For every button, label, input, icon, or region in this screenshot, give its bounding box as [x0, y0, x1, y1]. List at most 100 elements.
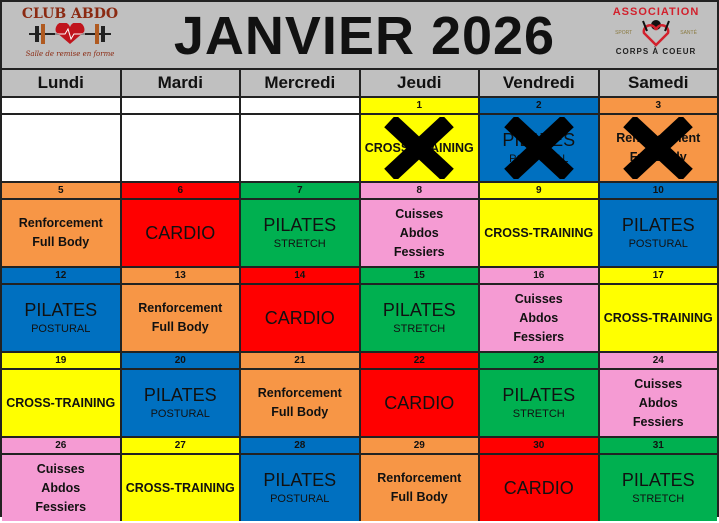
day-number: 28 [241, 438, 359, 453]
club-abdo-logo: CLUB ABDO Salle de remise en forme [14, 6, 126, 59]
session-label: Abdos [638, 395, 678, 410]
cancelled-x-icon [623, 117, 694, 179]
session-cell: CROSS-TRAINING [599, 285, 717, 351]
day-number: 10 [599, 183, 717, 198]
day-number: 21 [241, 353, 359, 368]
session-cell: CROSS-TRAINING [360, 115, 478, 181]
heart-person-icon [642, 20, 671, 47]
day-number: 22 [360, 353, 478, 368]
session-cell: Renforcement Full Body [121, 285, 239, 351]
session-label: Full Body [32, 235, 90, 249]
session-label: Fessiers [632, 414, 684, 429]
day-number: 2 [480, 98, 598, 113]
session-label: Renforcement [377, 471, 462, 485]
session-label: PILATES [621, 215, 695, 235]
session-cell: Renforcement Full Body [241, 370, 359, 436]
session-label: STRETCH [273, 238, 326, 250]
header: CLUB ABDO Salle de remise en forme JANVI… [2, 2, 717, 70]
day-number: 30 [480, 438, 598, 453]
session-cell: CARDIO [241, 285, 359, 351]
day-number [2, 98, 120, 113]
session-label: CROSS-TRAINING [484, 225, 594, 240]
session-cell: Renforcement Full Body [2, 200, 120, 266]
session-label: Renforcement [138, 301, 223, 315]
day-header: Samedi [599, 70, 717, 96]
session-cell: Cuisses Abdos Fessiers [360, 200, 478, 266]
session-cell: Cuisses Abdos Fessiers [599, 370, 717, 436]
weekday-header: Lundi Mardi Mercredi Jeudi Vendredi Same… [2, 70, 717, 98]
day-number: 17 [599, 268, 717, 283]
day-number: 8 [360, 183, 478, 198]
session-label: CARDIO [264, 308, 335, 328]
logo-top: ASSOCIATION [612, 6, 700, 18]
empty-cell [241, 115, 359, 181]
day-number: 1 [360, 98, 478, 113]
day-number: 29 [360, 438, 478, 453]
session-label: Cuisses [634, 376, 683, 391]
session-label: PILATES [621, 470, 695, 490]
session-label: Fessiers [35, 499, 87, 514]
empty-cell [121, 115, 239, 181]
session-label: CROSS-TRAINING [603, 310, 713, 325]
empty-cell [2, 115, 120, 181]
session-cell: PILATES STRETCH [599, 455, 717, 521]
session-label: Fessiers [393, 244, 445, 259]
week-row: 123 CROSS-TRAININGPILATESPOSTURALRenforce… [2, 98, 717, 181]
day-header: Mercredi [241, 70, 359, 96]
day-number: 9 [480, 183, 598, 198]
day-number [121, 98, 239, 113]
session-cell: PILATES STRETCH [360, 285, 478, 351]
session-label: PILATES [24, 300, 98, 320]
session-label: Cuisses [514, 291, 563, 306]
session-label: POSTURAL [270, 493, 330, 505]
day-number: 7 [241, 183, 359, 198]
session-cell: CARDIO [121, 200, 239, 266]
session-label: Abdos [519, 310, 559, 325]
day-number: 3 [599, 98, 717, 113]
session-label: Full Body [271, 405, 329, 419]
day-number: 27 [121, 438, 239, 453]
logo-name: CLUB ABDO [21, 6, 119, 22]
day-number: 15 [360, 268, 478, 283]
session-label: PILATES [263, 215, 337, 235]
session-label: Renforcement [18, 216, 103, 230]
session-cell: CARDIO [480, 455, 598, 521]
session-label: Full Body [390, 490, 448, 504]
day-number: 20 [121, 353, 239, 368]
logo-tag-right: SANTÉ [680, 30, 697, 36]
session-label: Renforcement [257, 386, 342, 400]
session-cell: Cuisses Abdos Fessiers [480, 285, 598, 351]
session-label: CARDIO [145, 223, 216, 243]
dumbbell-heart-icon [29, 22, 111, 44]
page-title: JANVIER 2026 [173, 6, 556, 66]
day-header: Lundi [2, 70, 120, 96]
week-row: 12 13 14 15 16 17 PILATES POSTURAL Renforcement F… [2, 268, 717, 351]
session-label: Cuisses [36, 461, 85, 476]
session-cell: PILATES STRETCH [480, 370, 598, 436]
session-cell: CROSS-TRAINING [480, 200, 598, 266]
session-label: CROSS-TRAINING [125, 480, 235, 495]
session-label: PILATES [382, 300, 456, 320]
session-label: POSTURAL [628, 238, 688, 250]
logo-tag-left: SPORT [615, 30, 633, 36]
session-label: CROSS-TRAINING [6, 395, 116, 410]
session-label: POSTURAL [31, 323, 91, 335]
cancelled-x-icon [384, 117, 455, 179]
day-header: Vendredi [480, 70, 598, 96]
day-number: 16 [480, 268, 598, 283]
week-row: 5 6 7 8 9 10 Renforcement Full Body CARDIO PILATE… [2, 183, 717, 266]
day-number: 6 [121, 183, 239, 198]
calendar-grid: 123CROSS-TRAININGPILATESPOSTURALRenforce… [2, 98, 717, 523]
day-header: Jeudi [360, 70, 478, 96]
session-cell: CARDIO [360, 370, 478, 436]
week-row: 26 27 28 29 30 31 Cuisses Abdos Fessiers CROSS-TR… [2, 438, 717, 521]
day-number: 5 [2, 183, 120, 198]
session-label: Full Body [151, 320, 209, 334]
session-label: STRETCH [512, 408, 565, 420]
session-label: Cuisses [395, 206, 444, 221]
day-number [241, 98, 359, 113]
